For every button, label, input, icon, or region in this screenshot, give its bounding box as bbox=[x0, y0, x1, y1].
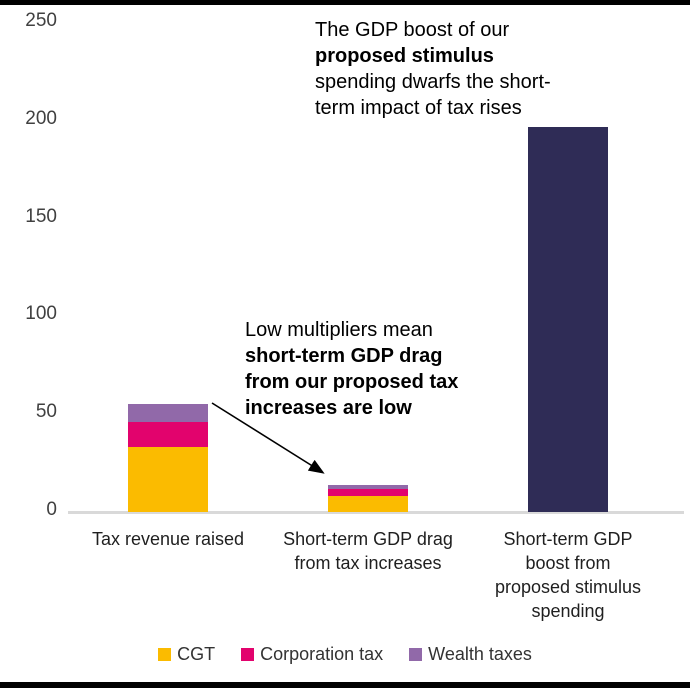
y-tick-label-0: 0 bbox=[46, 499, 57, 520]
annotation-text-line: term impact of tax rises bbox=[315, 97, 522, 119]
x-axis-line bbox=[68, 511, 684, 514]
y-tick-label-100: 100 bbox=[25, 303, 57, 325]
annotation-text-line: The GDP boost of our bbox=[315, 19, 510, 41]
top-border-rule bbox=[0, 0, 690, 5]
bar-segment-wealth-taxes-cat2 bbox=[328, 484, 408, 489]
annotation-text-line: spending dwarfs the short- bbox=[315, 71, 551, 93]
y-axis: 0 50 100 150 200 250 bbox=[0, 0, 57, 688]
x-axis-category-label-2: Short-term GDP drag from tax increases bbox=[283, 529, 453, 573]
x-axis-category-label-3: Short-term GDP boost from proposed stimu… bbox=[494, 529, 642, 621]
x-axis-category-label-1: Tax revenue raised bbox=[91, 529, 245, 549]
legend-item-corporation-tax: Corporation tax bbox=[241, 644, 383, 665]
bar-segment-cgt-cat1 bbox=[128, 447, 208, 512]
legend-swatch-icon bbox=[241, 648, 255, 661]
y-tick-label-50: 50 bbox=[35, 401, 57, 423]
annotation-text-line: increases are low bbox=[245, 397, 412, 419]
legend-swatch-icon bbox=[158, 648, 172, 661]
annotation-text-line: Low multipliers mean bbox=[245, 319, 433, 341]
bottom-border-rule bbox=[0, 682, 690, 688]
legend-label: Corporation tax bbox=[260, 644, 384, 664]
bar-segment-stimulus-spending-cat3 bbox=[528, 126, 608, 512]
bar-segment-corporation-tax-cat2 bbox=[328, 488, 408, 497]
legend: CGT Corporation tax Wealth taxes bbox=[0, 644, 690, 665]
y-tick-label-150: 150 bbox=[25, 205, 57, 227]
y-tick-label-250: 250 bbox=[25, 10, 57, 31]
legend-item-wealth-taxes: Wealth taxes bbox=[409, 644, 532, 665]
legend-item-cgt: CGT bbox=[158, 644, 215, 665]
legend-label: CGT bbox=[177, 644, 216, 664]
annotation-text-line: short-term GDP drag bbox=[245, 345, 443, 367]
annotation-multiplier-note: Low multipliers mean short-term GDP drag f… bbox=[245, 317, 458, 421]
y-tick-label-200: 200 bbox=[25, 107, 57, 129]
legend-label: Wealth taxes bbox=[428, 644, 532, 664]
annotation-stimulus-note: The GDP boost of our proposed stimulus spe… bbox=[315, 17, 551, 121]
annotation-text-line: proposed stimulus bbox=[315, 45, 494, 67]
legend-swatch-icon bbox=[409, 648, 423, 661]
annotation-text-line: from our proposed tax bbox=[245, 371, 459, 393]
bar-segment-corporation-tax-cat1 bbox=[128, 422, 208, 448]
bar-segment-wealth-taxes-cat1 bbox=[128, 404, 208, 422]
bar-segment-cgt-cat2 bbox=[328, 496, 408, 512]
